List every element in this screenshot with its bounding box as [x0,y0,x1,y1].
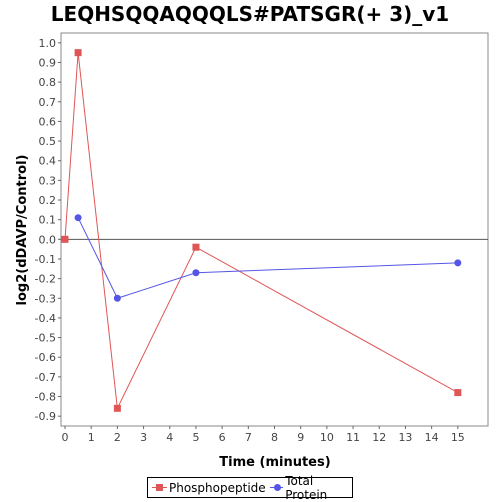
data-point-total-protein [192,269,200,277]
y-tick-label: 0.9 [39,56,57,69]
x-tick-label: 5 [192,431,199,444]
x-tick-label: 13 [398,431,412,444]
circle-marker-icon [269,483,284,493]
y-tick-label: 0.5 [39,135,57,148]
legend-item-total-protein: Total Protein [269,473,352,502]
data-point-total-protein [454,259,462,267]
series-line-total-protein [77,217,458,299]
x-tick-label: 1 [88,431,95,444]
y-tick-label: -0.6 [35,351,56,364]
y-tick-label: -0.7 [35,371,56,384]
y-tick-label: -0.8 [35,391,56,404]
x-tick-label: 7 [245,431,252,444]
y-tick-label: 1.0 [39,37,57,50]
y-tick-label: -0.2 [35,273,56,286]
square-marker-icon [152,483,167,493]
x-tick-label: 10 [320,431,334,444]
y-tick-label: 0.7 [39,96,57,109]
y-tick-label: 0.3 [39,174,57,187]
y-tick-label: -0.9 [35,410,56,423]
data-point-total-protein [113,294,121,302]
y-tick-label: -0.1 [35,253,56,266]
series-layer [61,49,462,412]
y-tick-label: -0.4 [35,312,56,325]
data-point-phosphopeptide [192,243,200,251]
legend-label-phosphopeptide: Phosphopeptide [169,480,266,495]
x-tick-label: 15 [451,431,465,444]
y-tick-label: 0.0 [39,233,57,246]
legend-item-phosphopeptide: Phosphopeptide [152,481,266,495]
x-tick-label: 12 [372,431,386,444]
x-tick-label: 3 [140,431,147,444]
data-point-total-protein [74,214,82,222]
legend: Phosphopeptide Total Protein [147,474,353,502]
x-tick-label: 8 [271,431,278,444]
data-point-phosphopeptide [74,49,82,57]
y-axis-label: log2(dDAVP/Control) [15,155,30,306]
data-point-phosphopeptide [61,235,69,243]
legend-label-total-protein: Total Protein [285,473,328,502]
x-tick-label: 2 [114,431,121,444]
y-tick-label: 0.6 [39,115,57,128]
x-tick-label: 6 [219,431,226,444]
x-tick-label: 14 [425,431,439,444]
y-tick-label: -0.3 [35,292,56,305]
x-axis-label: Time (minutes) [219,455,330,470]
data-point-phosphopeptide [454,389,462,397]
chart-title: LEQHSQQAQQQLS#PATSGR(+ 3)_v1 [50,2,450,26]
y-tick-label: 0.4 [39,155,57,168]
plot-area [60,32,489,427]
x-tick-label: 9 [297,431,304,444]
x-tick-label: 4 [166,431,173,444]
x-tick-label: 0 [62,431,69,444]
data-point-phosphopeptide [113,404,121,412]
y-tick-label: 0.2 [39,194,57,207]
axes: 1.0 0.9 0.8 0.7 0.6 0.5 0.4 0.3 0.2 0.1 0.0 -0.1 -0.… [35,37,488,444]
y-tick-label: 0.1 [39,214,57,227]
y-tick-label: 0.8 [39,76,57,89]
y-tick-label: -0.5 [35,332,56,345]
x-tick-label: 11 [346,431,360,444]
